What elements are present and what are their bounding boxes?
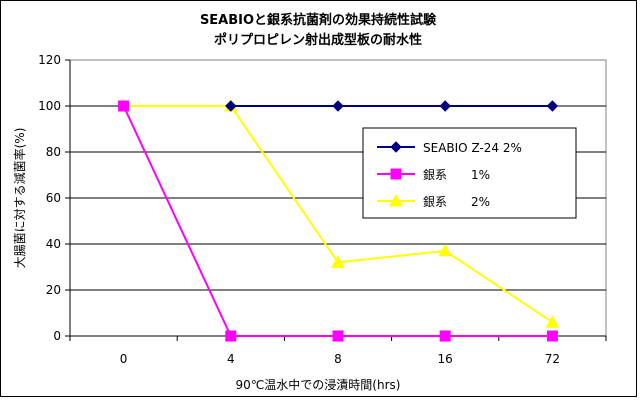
- x-tick-label: 72: [545, 352, 560, 366]
- series-group: [116, 98, 560, 342]
- data-point-silver-1: [439, 330, 451, 342]
- y-tick-label: 100: [38, 99, 61, 113]
- legend-item-silver-2: 銀系 2%: [377, 193, 490, 209]
- legend-marker: [389, 193, 403, 207]
- y-tick-label: 20: [46, 283, 61, 297]
- legend-label: 銀系 2%: [423, 195, 490, 209]
- data-point-silver-1: [332, 330, 344, 342]
- data-point-silver-1: [118, 100, 130, 112]
- legend-label: 銀系 1%: [423, 168, 490, 182]
- data-point-seabio: [225, 100, 237, 112]
- data-point-silver-1: [225, 330, 237, 342]
- data-point-silver-2: [545, 315, 560, 328]
- legend-item-seabio: SEABIO Z-24 2%: [377, 141, 522, 155]
- data-point-silver-2: [438, 243, 453, 257]
- legend: SEABIO Z-24 2% 銀系 1% 銀系 2%: [362, 127, 577, 219]
- x-axis-label: 90℃温水中での浸漬時間(hrs): [236, 377, 401, 392]
- data-point-seabio: [439, 100, 451, 112]
- x-tick-label: 16: [438, 352, 453, 366]
- x-tick-label: 4: [227, 352, 235, 366]
- x-tick-label: 8: [334, 352, 342, 366]
- legend-label: SEABIO Z-24 2%: [423, 141, 522, 155]
- data-point-silver-2: [331, 255, 345, 268]
- y-tick-label: 40: [46, 237, 61, 251]
- y-tick-label: 120: [38, 53, 61, 67]
- y-axis-label: 大腸菌に対する減菌率(%): [12, 128, 27, 269]
- y-axis-ticks: 0 20 40 60 80 100 120: [38, 53, 71, 343]
- chart-subtitle: ポリプロピレン射出成型板の耐水性: [214, 32, 422, 48]
- chart-title: SEABIOと銀系抗菌剤の効果持続性試験: [200, 12, 437, 28]
- x-tick-label: 0: [120, 352, 128, 366]
- data-point-seabio: [546, 100, 559, 112]
- series-silver-1: [118, 100, 558, 342]
- y-tick-label: 0: [53, 329, 61, 343]
- data-point-silver-1: [546, 330, 558, 342]
- data-point-seabio: [332, 100, 344, 112]
- legend-marker: [390, 168, 402, 180]
- series-seabio: [225, 100, 559, 112]
- y-tick-label: 60: [46, 191, 61, 205]
- legend-item-silver-1: 銀系 1%: [377, 168, 490, 182]
- legend-marker: [390, 141, 402, 153]
- y-tick-label: 80: [46, 145, 61, 159]
